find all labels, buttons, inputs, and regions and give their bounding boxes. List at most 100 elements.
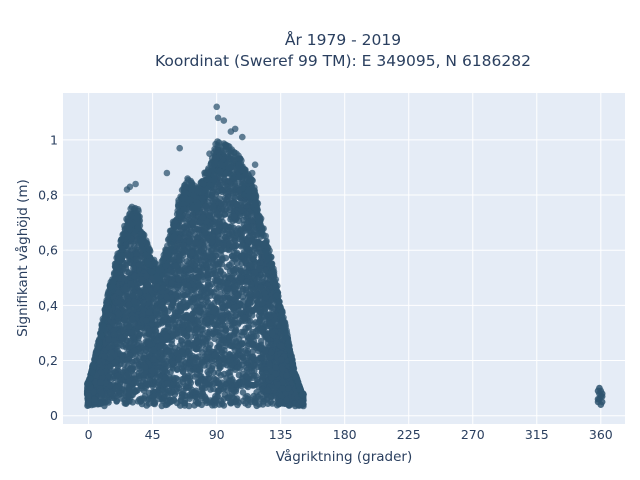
- data-point: [250, 353, 257, 361]
- data-point: [227, 274, 234, 282]
- data-point: [84, 400, 92, 408]
- data-point: [226, 351, 233, 359]
- data-point: [202, 284, 209, 291]
- data-point: [180, 242, 187, 249]
- data-point: [123, 309, 131, 316]
- data-point: [201, 379, 209, 387]
- data-point: [129, 292, 137, 299]
- data-point: [109, 375, 117, 382]
- data-point: [153, 321, 161, 328]
- data-point: [115, 310, 123, 318]
- data-point: [195, 345, 203, 353]
- data-point: [120, 327, 127, 334]
- data-point: [113, 397, 121, 405]
- data-point: [194, 225, 201, 233]
- data-point: [175, 355, 183, 363]
- data-point: [174, 284, 181, 291]
- data-point: [158, 355, 166, 363]
- data-point: [226, 369, 234, 376]
- data-point: [175, 276, 183, 283]
- data-point: [245, 323, 252, 331]
- data-point: [251, 261, 259, 268]
- data-point: [255, 347, 262, 355]
- data-point: [124, 393, 131, 401]
- data-point: [212, 396, 219, 403]
- data-point: [107, 349, 115, 356]
- data-point: [156, 373, 163, 381]
- data-point: [130, 379, 138, 387]
- data-point: [226, 334, 234, 341]
- chart-title-line2: Koordinat (Sweref 99 TM): E 349095, N 61…: [155, 52, 531, 70]
- data-point: [140, 299, 147, 307]
- data-point: [123, 372, 130, 380]
- data-point: [193, 260, 201, 267]
- data-point: [131, 272, 139, 280]
- data-point: [219, 246, 226, 253]
- data-point: [210, 385, 217, 393]
- data-points: [83, 103, 606, 410]
- data-point: [184, 374, 191, 382]
- data-point: [118, 334, 126, 342]
- data-point: [235, 371, 243, 379]
- data-point: [230, 304, 237, 312]
- data-point: [217, 329, 224, 336]
- data-point: [169, 300, 176, 308]
- data-point: [224, 285, 231, 293]
- data-point: [118, 357, 126, 365]
- data-point: [194, 337, 201, 345]
- data-point: [211, 351, 219, 359]
- data-point: [195, 400, 202, 407]
- data-point: [164, 324, 172, 331]
- data-point: [213, 236, 221, 244]
- data-point: [121, 316, 128, 324]
- data-point: [194, 249, 202, 256]
- data-point: [230, 254, 237, 262]
- data-point: [202, 261, 210, 268]
- data-point: [240, 353, 247, 361]
- data-point: [249, 328, 257, 336]
- data-point: [126, 387, 133, 395]
- data-point: [242, 364, 250, 372]
- data-point: [183, 332, 191, 340]
- data-point: [186, 356, 194, 364]
- data-point: [135, 330, 142, 338]
- data-point: [217, 296, 225, 303]
- data-point: [195, 294, 203, 301]
- data-point: [218, 188, 226, 196]
- data-point: [220, 395, 227, 403]
- data-point: [222, 223, 229, 230]
- data-point: [194, 318, 202, 325]
- data-point: [205, 307, 212, 315]
- data-point: [234, 342, 242, 350]
- data-point: [198, 384, 206, 392]
- data-point: [209, 221, 217, 228]
- data-point: [195, 282, 203, 289]
- data-point: [173, 388, 180, 395]
- data-point: [244, 395, 252, 403]
- data-point: [247, 290, 254, 298]
- data-point: [206, 253, 214, 260]
- data-point: [234, 401, 241, 409]
- data-point: [121, 400, 129, 407]
- data-point: [256, 306, 263, 314]
- data-point: [140, 307, 148, 315]
- data-point: [192, 299, 199, 307]
- data-point: [195, 274, 202, 281]
- data-point: [173, 366, 181, 374]
- data-point: [137, 382, 145, 390]
- data-point: [239, 288, 246, 295]
- data-point: [206, 292, 214, 300]
- data-point: [243, 210, 251, 218]
- data-point: [185, 347, 192, 355]
- data-point: [226, 206, 233, 214]
- data-point: [186, 266, 194, 274]
- data-point: [261, 290, 269, 297]
- data-point: [231, 266, 239, 273]
- data-point: [244, 337, 251, 345]
- data-point: [234, 364, 242, 371]
- data-point: [192, 354, 199, 361]
- data-point: [209, 198, 217, 205]
- data-point: [231, 183, 239, 190]
- data-point: [145, 308, 153, 316]
- data-point: [173, 399, 181, 407]
